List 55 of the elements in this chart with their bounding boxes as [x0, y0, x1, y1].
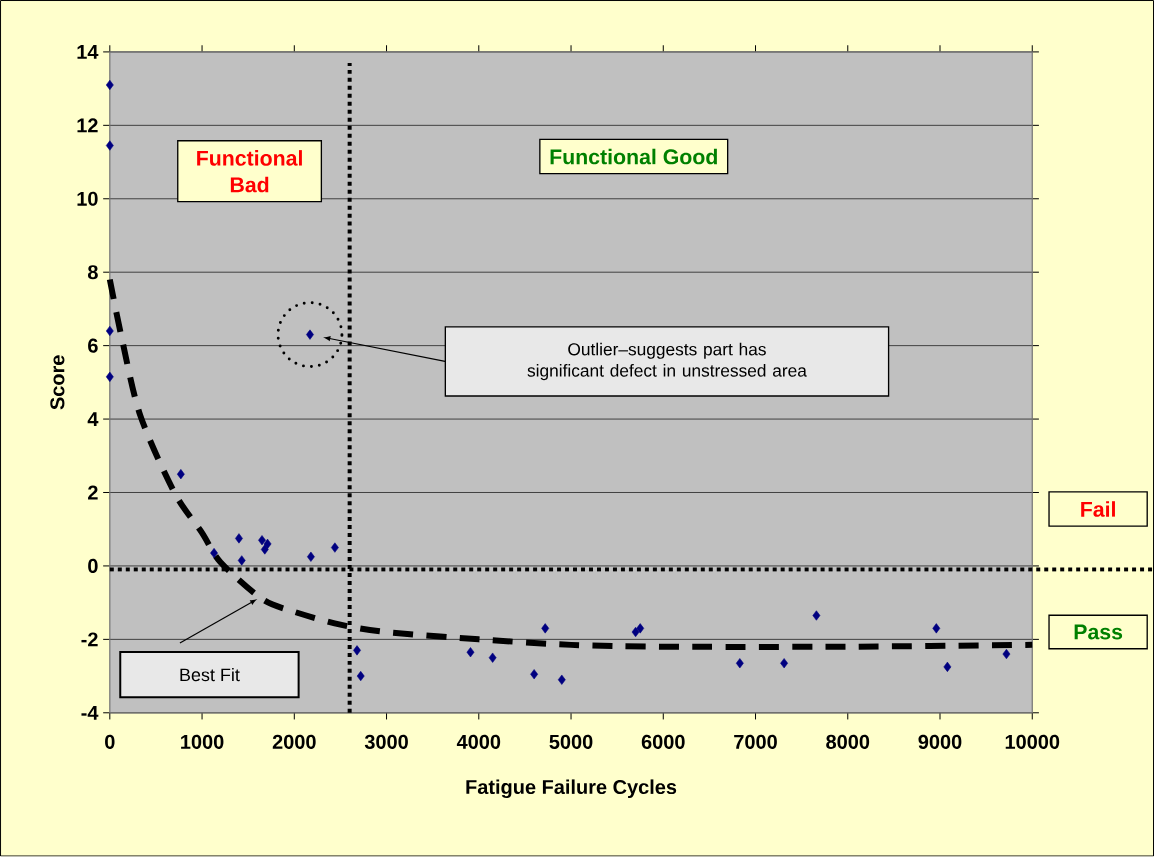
x-tick-label: 8000 — [826, 735, 870, 750]
point — [353, 645, 361, 656]
y-tick-label: 8 — [87, 265, 98, 280]
point — [780, 658, 788, 669]
y-tick-label: 12 — [77, 118, 98, 133]
point — [1002, 649, 1011, 660]
x-tick-label: 1000 — [181, 735, 224, 750]
point — [541, 623, 550, 634]
x-tick-label: 0 — [105, 735, 115, 750]
point — [105, 140, 114, 151]
y-tick-label: 4 — [87, 412, 99, 427]
text: Pass — [1074, 624, 1123, 640]
y-tick-label: 2 — [88, 485, 98, 500]
point — [530, 669, 538, 680]
annotation: Outlier–suggests part has significant defect in unstressed area — [527, 342, 807, 381]
point — [105, 326, 114, 337]
x-tick-label: 3000 — [364, 735, 408, 750]
point — [631, 627, 640, 638]
point — [943, 662, 952, 673]
x-axis-title: Fatigue Failure Cycles — [466, 779, 677, 799]
point — [237, 555, 246, 566]
point — [636, 623, 645, 634]
point — [235, 533, 243, 544]
point — [356, 671, 365, 682]
point — [105, 372, 114, 383]
point — [210, 548, 218, 559]
y-tick-label: 10 — [77, 191, 98, 207]
y-tick-label: -4 — [81, 706, 99, 720]
x-tick-label: 9000 — [918, 735, 962, 750]
x-tick-label: 10000 — [1005, 735, 1060, 750]
annotation: Best Fit — [180, 668, 240, 682]
point — [488, 652, 497, 663]
point — [331, 542, 339, 553]
x-tick-label: 6000 — [641, 735, 685, 750]
y-tick-label: 6 — [88, 338, 98, 353]
point — [263, 539, 272, 550]
x-tick-label: 2000 — [272, 735, 316, 750]
y-tick-label: 0 — [88, 559, 98, 574]
point — [176, 469, 185, 480]
point — [932, 623, 941, 634]
y-tick-label: -2 — [81, 632, 98, 647]
x-tick-label: 7000 — [734, 735, 777, 750]
text: Fail — [1081, 501, 1115, 518]
point — [466, 647, 475, 658]
point — [812, 610, 821, 621]
x-tick-label: 4000 — [456, 735, 501, 750]
y-axis-title: Score — [50, 355, 65, 410]
point — [735, 658, 744, 669]
annotation: Functional Bad — [197, 150, 302, 193]
point — [105, 80, 114, 91]
y-tick-label: 14 — [77, 45, 99, 59]
x-tick-label: 5000 — [549, 735, 593, 750]
point — [557, 674, 566, 686]
point — [258, 535, 266, 546]
annotation: Functional Good — [550, 148, 717, 165]
